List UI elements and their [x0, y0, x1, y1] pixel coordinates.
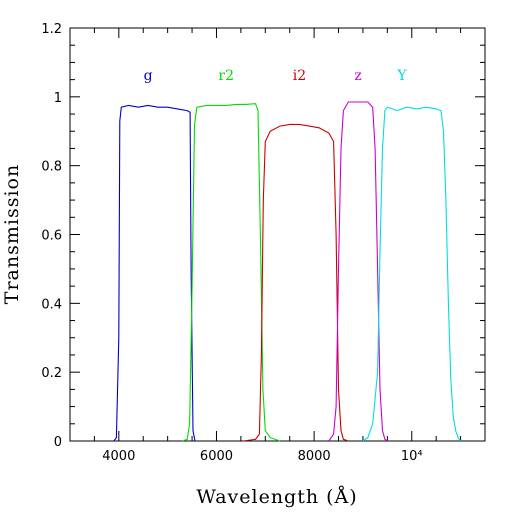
y-tick-label: 0.6 — [41, 229, 62, 244]
series-line-y — [362, 106, 462, 442]
y-tick-label: 0 — [54, 435, 62, 450]
x-tick-label: 10⁴ — [401, 449, 423, 464]
y-tick-label: 0.4 — [41, 297, 62, 312]
x-tick-label: 4000 — [102, 449, 135, 464]
band-label-g: g — [144, 68, 153, 84]
band-label-r2: r2 — [218, 68, 234, 84]
y-tick-label: 0.8 — [41, 160, 62, 175]
band-labels-layer: g r2 i2 z Y — [144, 68, 408, 84]
x-tick-label: 8000 — [298, 449, 331, 464]
y-tick-label: 0.2 — [41, 366, 62, 381]
series-line-g — [113, 104, 196, 442]
series-line-i2 — [243, 123, 349, 442]
band-label-y: Y — [396, 68, 407, 84]
y-tick-label: 1.2 — [41, 22, 62, 37]
band-label-z: z — [354, 68, 361, 84]
plot-frame — [69, 27, 486, 442]
band-label-i2: i2 — [293, 68, 306, 84]
series-line-r2 — [182, 103, 281, 442]
x-axis-label: Wavelength (Å) — [196, 486, 357, 508]
y-tick-label: 1 — [54, 91, 62, 106]
ticks-layer: 4000 6000 8000 10⁴ 0 0.2 0.4 0.6 0.8 1 1.2 — [41, 22, 486, 464]
series-layer — [113, 101, 462, 442]
y-axis-label: Transmission — [1, 164, 23, 304]
series-line-z — [328, 101, 388, 442]
x-tick-label: 6000 — [200, 449, 233, 464]
